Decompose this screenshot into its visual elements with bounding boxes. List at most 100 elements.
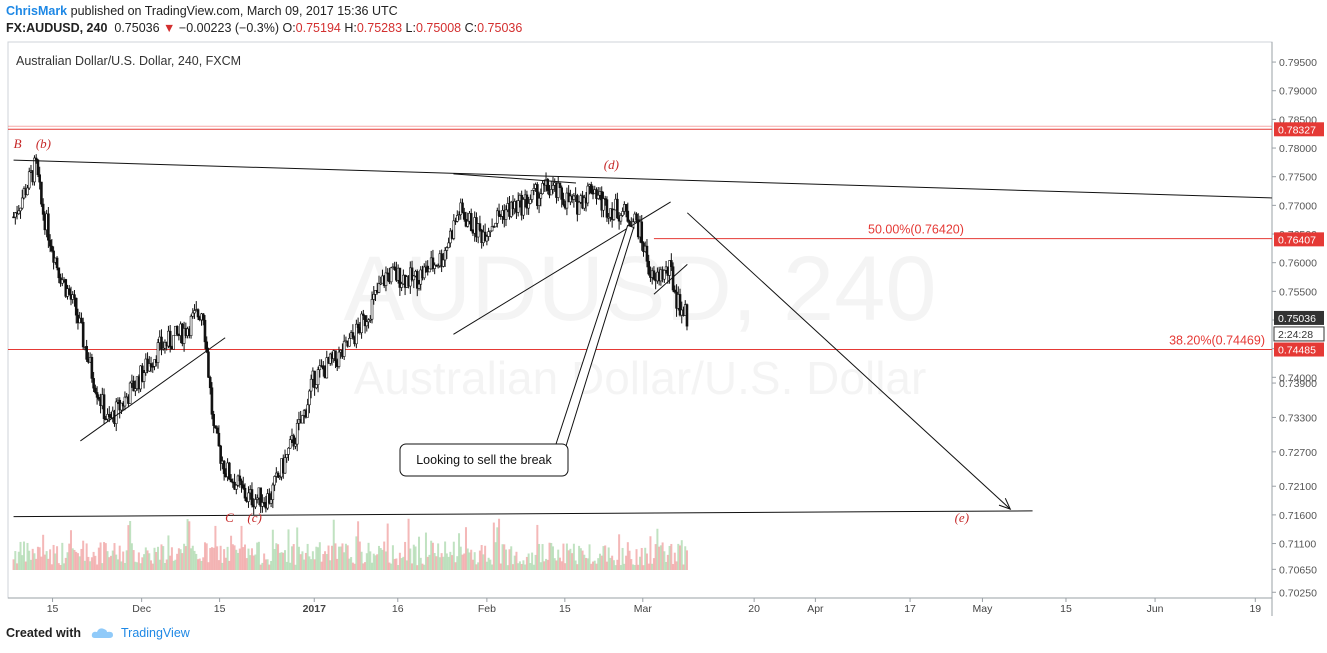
- candle-body: [668, 260, 671, 276]
- volume-bar: [590, 563, 593, 570]
- volume-bar: [212, 547, 215, 570]
- volume-bar: [640, 547, 643, 570]
- candle-body: [247, 492, 250, 502]
- candle-body: [400, 283, 403, 288]
- volume-bar: [355, 536, 358, 570]
- volume-bar: [386, 523, 389, 570]
- candle-body: [250, 489, 254, 506]
- volume-bar: [36, 546, 39, 570]
- volume-bar: [78, 556, 81, 570]
- volume-bar: [444, 541, 447, 570]
- x-tick-label: 15: [47, 603, 59, 615]
- volume-bar: [435, 556, 438, 570]
- volume-bar: [583, 554, 586, 570]
- volume-bar: [315, 546, 318, 570]
- callout-box: [399, 443, 569, 477]
- volume-bar: [301, 551, 304, 570]
- price-tag-label: 0.74485: [1278, 345, 1316, 357]
- volume-bar: [639, 556, 641, 570]
- candle-body: [309, 378, 313, 392]
- volume-bar: [581, 550, 584, 570]
- created-with-label: Created with: [6, 626, 82, 640]
- volume-bar: [28, 550, 31, 570]
- tradingview-brand-link[interactable]: TradingView: [121, 626, 190, 640]
- volume-bar: [292, 544, 295, 570]
- candle-body: [673, 289, 677, 293]
- wave-label: (c): [247, 510, 261, 525]
- candle-body: [142, 372, 146, 382]
- volume-bar: [390, 563, 393, 570]
- countdown-tag: [1273, 326, 1325, 342]
- volume-bar: [491, 564, 494, 570]
- volume-bar: [503, 544, 506, 570]
- price-tag-label: 0.76407: [1278, 234, 1316, 246]
- volume-bar: [334, 543, 337, 570]
- volume-bar: [270, 560, 273, 570]
- candle-body: [558, 182, 562, 189]
- candle-body: [663, 270, 666, 280]
- volume-bar: [463, 553, 466, 570]
- candle-body: [205, 341, 209, 353]
- x-tick-label: 17: [904, 603, 916, 615]
- candle-body: [207, 351, 210, 378]
- candle-body: [447, 242, 450, 248]
- candle-body: [191, 312, 195, 317]
- candle-body: [95, 392, 99, 398]
- candle-body: [273, 476, 276, 486]
- candle-body: [120, 402, 123, 411]
- volume-bar: [221, 562, 224, 570]
- fib-level-label: 50.00%(0.76420): [868, 223, 964, 237]
- volume-bar: [205, 543, 208, 570]
- candle-body: [41, 203, 45, 215]
- volume-bar: [548, 542, 551, 570]
- candle-body: [457, 214, 461, 216]
- candle-body: [527, 203, 530, 209]
- volume-bar: [170, 547, 173, 570]
- volume-bar: [282, 552, 285, 570]
- candle-body: [215, 427, 219, 434]
- candle-body: [645, 245, 649, 262]
- volume-bar: [651, 563, 654, 570]
- volume-bar: [317, 547, 320, 570]
- wave-label: C: [225, 510, 234, 525]
- volume-bar: [362, 563, 365, 570]
- price-axis[interactable]: 0.795000.790000.785000.780000.775000.770…: [7, 41, 1325, 616]
- volume-bar: [111, 550, 114, 570]
- candle-body: [208, 377, 212, 389]
- candle-body: [325, 357, 329, 379]
- volume-bar: [482, 554, 485, 570]
- volume-bar: [59, 564, 62, 570]
- volume-bar: [238, 548, 241, 570]
- y-tick-label: 0.71100: [1279, 539, 1316, 551]
- candle-body: [308, 390, 311, 406]
- volume-bar: [626, 542, 629, 570]
- candle-body: [529, 199, 532, 204]
- time-axis[interactable]: 15 Dec 15 2017 16 Feb 15 Mar 20 Apr 17 May 15 Jun 19: [8, 597, 1272, 615]
- candle-body: [90, 356, 94, 379]
- candle-body: [652, 270, 656, 280]
- volume-bar: [609, 557, 612, 570]
- volume-bar: [176, 553, 179, 570]
- candle-body: [412, 275, 416, 281]
- symbol-label[interactable]: FX:AUDUSD, 240: [6, 21, 108, 35]
- volume-bar: [595, 563, 598, 570]
- candle-body: [377, 283, 381, 293]
- volume-bar: [82, 540, 85, 570]
- volume-bar: [42, 534, 45, 570]
- volume-bar: [200, 560, 203, 570]
- candle-body: [389, 267, 393, 283]
- volume-bar: [153, 547, 156, 570]
- volume-bar: [120, 561, 123, 570]
- candle-body: [254, 499, 257, 508]
- author-link[interactable]: ChrisMark: [6, 4, 68, 18]
- candle-body: [81, 321, 85, 348]
- x-tick-label: 15: [559, 603, 571, 615]
- volume-bar: [252, 555, 255, 570]
- volume-bar: [259, 564, 262, 570]
- volume-bar: [656, 528, 659, 570]
- candle-body: [445, 247, 449, 251]
- volume-bar: [365, 553, 368, 570]
- candle-body: [74, 297, 78, 316]
- volume-bar: [190, 548, 193, 570]
- volume-bar: [69, 530, 72, 570]
